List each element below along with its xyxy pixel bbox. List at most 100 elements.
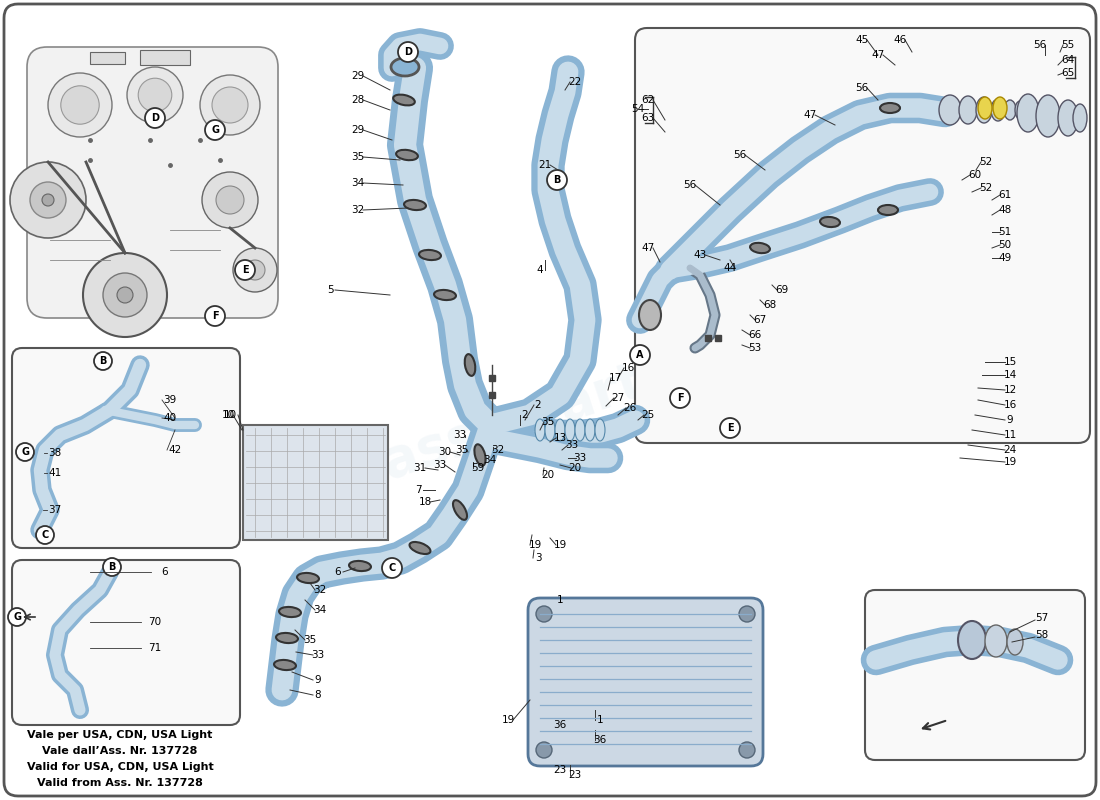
FancyBboxPatch shape [4,4,1096,796]
Text: 7: 7 [415,485,421,495]
Text: 50: 50 [999,240,1012,250]
Text: 2: 2 [521,410,528,420]
Text: G: G [13,612,21,622]
Text: 10: 10 [223,410,236,420]
Text: 32: 32 [351,205,364,215]
Circle shape [547,170,567,190]
Text: 23: 23 [569,770,582,780]
Text: B: B [553,175,561,185]
Text: 35: 35 [541,417,554,427]
Text: 29: 29 [351,125,364,135]
Circle shape [739,742,755,758]
Circle shape [205,120,225,140]
Text: E: E [727,423,734,433]
Text: B: B [99,356,107,366]
Text: 31: 31 [414,463,427,473]
Ellipse shape [959,96,977,124]
Bar [90,52,125,64]
Text: 69: 69 [776,285,789,295]
Ellipse shape [1018,94,1040,132]
Circle shape [117,287,133,303]
Ellipse shape [390,58,419,76]
Text: 35: 35 [455,445,469,455]
Circle shape [202,172,258,228]
FancyBboxPatch shape [865,590,1085,760]
Circle shape [212,87,248,123]
Circle shape [200,75,260,135]
Circle shape [126,67,183,123]
Text: 34: 34 [483,455,496,465]
Text: 35: 35 [304,635,317,645]
Text: 54: 54 [631,104,645,114]
Text: 14: 14 [1003,370,1016,380]
Text: 61: 61 [999,190,1012,200]
Text: G: G [21,447,29,457]
FancyBboxPatch shape [12,560,240,725]
Text: 52: 52 [979,157,992,167]
Text: 1: 1 [596,715,603,725]
Text: 34: 34 [314,605,327,615]
FancyBboxPatch shape [528,598,763,766]
Text: 26: 26 [624,403,637,413]
Circle shape [233,248,277,292]
Text: 3: 3 [535,553,541,563]
Text: 52: 52 [979,183,992,193]
Ellipse shape [978,97,992,119]
Text: 60: 60 [968,170,981,180]
Text: B: B [108,562,115,572]
Text: G: G [211,125,219,135]
Text: 20: 20 [569,463,582,473]
Circle shape [216,186,244,214]
Ellipse shape [474,444,485,466]
Text: 40: 40 [164,413,177,423]
Text: 55: 55 [1062,40,1075,50]
Ellipse shape [880,103,900,113]
Text: 64: 64 [1062,55,1075,65]
Circle shape [36,526,54,544]
Text: 16: 16 [621,363,635,373]
Text: 21: 21 [538,160,551,170]
Text: 19: 19 [502,715,515,725]
Text: 56: 56 [683,180,696,190]
Text: 46: 46 [893,35,906,45]
Ellipse shape [297,573,319,583]
Ellipse shape [878,205,898,215]
Text: 47: 47 [871,50,884,60]
Text: F: F [211,311,218,321]
Text: 66: 66 [748,330,761,340]
Text: 42: 42 [168,445,182,455]
Text: 39: 39 [164,395,177,405]
Text: D: D [404,47,412,57]
Ellipse shape [585,419,595,441]
Ellipse shape [575,419,585,441]
Text: 15: 15 [1003,357,1016,367]
Ellipse shape [464,354,475,376]
Text: 45: 45 [856,35,869,45]
Text: 53: 53 [748,343,761,353]
Circle shape [398,42,418,62]
Text: 57: 57 [1035,613,1048,623]
Circle shape [94,352,112,370]
Bar [140,50,190,65]
Text: 36: 36 [553,720,566,730]
Text: 44: 44 [724,263,737,273]
Text: 17: 17 [608,373,622,383]
Text: E: E [242,265,249,275]
Text: C: C [42,530,48,540]
Text: 37: 37 [48,505,62,515]
Text: 9: 9 [315,675,321,685]
Text: 68: 68 [763,300,777,310]
Text: 10: 10 [221,410,234,420]
Text: 2: 2 [535,400,541,410]
Text: 65: 65 [1062,68,1075,78]
Ellipse shape [939,95,961,125]
Ellipse shape [453,500,468,520]
Circle shape [720,418,740,438]
Text: 49: 49 [999,253,1012,263]
Circle shape [82,253,167,337]
Ellipse shape [409,542,430,554]
Text: 19: 19 [528,540,541,550]
Ellipse shape [434,290,456,300]
Circle shape [382,558,402,578]
Ellipse shape [958,621,986,659]
